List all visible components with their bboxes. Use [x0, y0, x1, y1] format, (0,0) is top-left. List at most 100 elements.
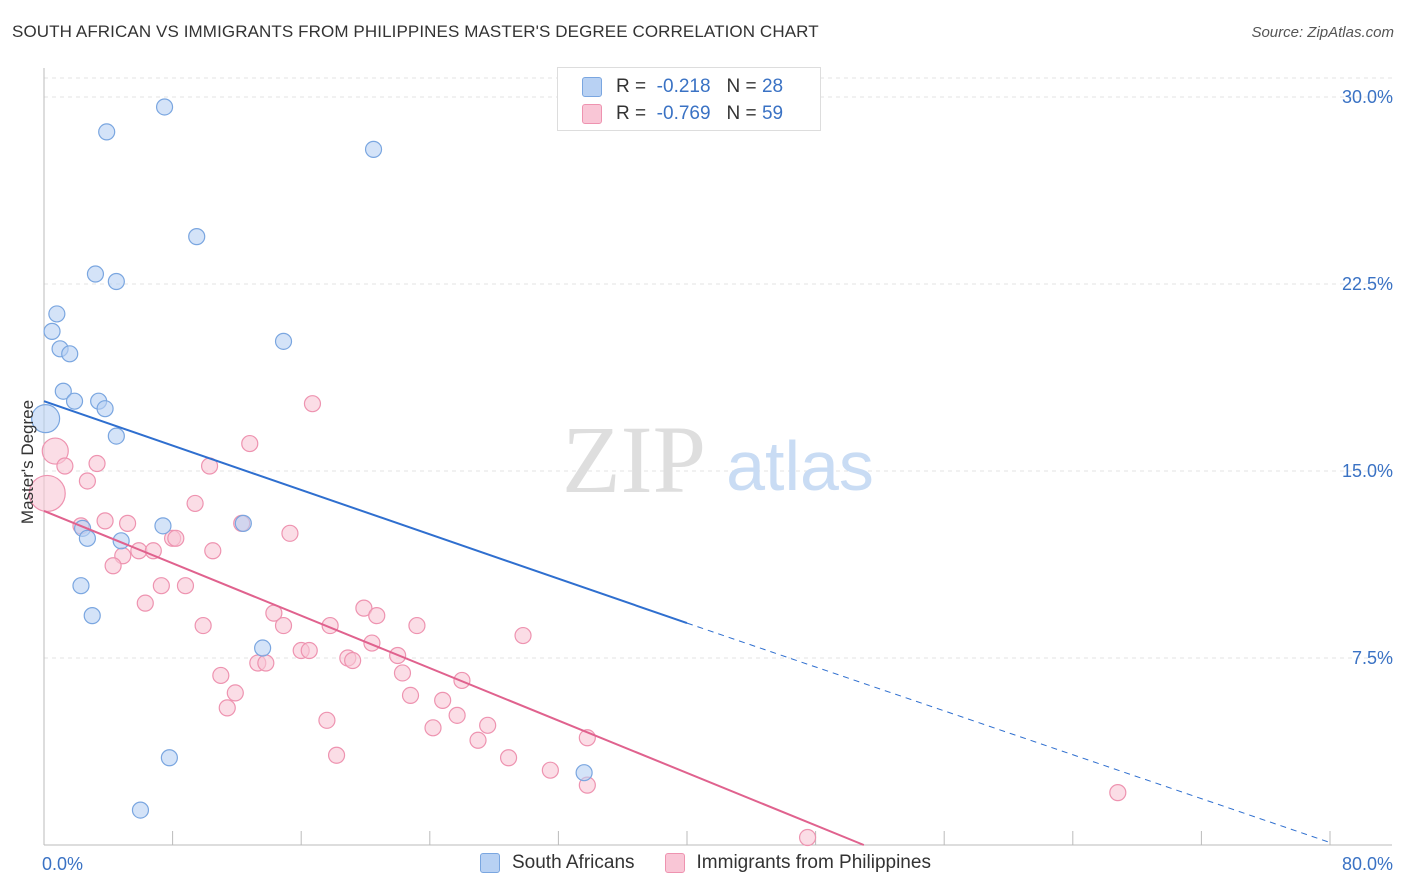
philippines-point-5 — [303, 395, 322, 413]
philippines-point-23 — [136, 594, 154, 612]
legend-item-south-africans[interactable]: South Africans — [480, 852, 635, 874]
philippines-point-45 — [434, 691, 452, 709]
south-africans-point-10 — [274, 332, 293, 350]
south-africans-point-21 — [234, 514, 252, 532]
philippines-point-48 — [318, 711, 336, 729]
philippines-point-2 — [56, 457, 74, 475]
philippines-point-29 — [408, 616, 426, 635]
philippines-point-43 — [226, 684, 244, 702]
south-africans-point-9 — [61, 345, 79, 363]
watermark: ZIP atlas — [562, 406, 874, 513]
legend-swatch-pink — [664, 853, 685, 873]
legend-label: Immigrants from Philippines — [696, 852, 931, 873]
y-axis-label: Master's Degree — [18, 399, 37, 525]
philippines-point-31 — [514, 626, 532, 645]
south-africans-point-12 — [65, 392, 84, 410]
south-africans-point-7 — [43, 322, 61, 340]
philippines-point-11 — [118, 514, 137, 532]
south-africans-point-0 — [155, 98, 174, 116]
legend-swatch-blue — [582, 77, 602, 97]
philippines-point-30 — [194, 616, 212, 635]
philippines-point-55 — [541, 761, 559, 779]
philippines-point-54 — [499, 749, 518, 767]
stats-legend: R = -0.218 N = 28 R = -0.769 N = 59 — [557, 67, 821, 131]
philippines-point-44 — [401, 686, 420, 705]
south-africans-point-4 — [86, 265, 105, 283]
philippines-point-20 — [204, 542, 222, 560]
stats-r-value: -0.218 — [656, 76, 711, 97]
stats-r-value: -0.769 — [656, 103, 711, 124]
x-tick-label-1: 80.0% — [1342, 854, 1393, 874]
tick-labels: 7.5% 15.0% 22.5% 30.0% 0.0% 80.0% — [42, 87, 1393, 874]
philippines-point-4 — [78, 472, 97, 490]
series-south-africans — [31, 98, 593, 819]
y-tick-label-1: 15.0% — [1342, 461, 1393, 481]
south-africans-point-6 — [48, 305, 66, 323]
philippines-point-46 — [218, 699, 236, 717]
philippines-point-39 — [344, 651, 362, 670]
philippines-point-1 — [41, 437, 69, 465]
philippines-point-41 — [393, 664, 412, 682]
south-africans-point-11 — [54, 382, 72, 400]
y-tick-label-3: 30.0% — [1342, 87, 1393, 107]
south-africans-point-15 — [31, 404, 61, 434]
stats-n-label: N = — [726, 103, 757, 124]
stats-r-label: R = — [616, 76, 647, 97]
grid-lines — [44, 77, 1392, 659]
south-africans-point-16 — [107, 427, 125, 445]
philippines-point-15 — [167, 529, 185, 547]
south-africans-point-14 — [96, 400, 114, 418]
philippines-point-34 — [300, 641, 318, 660]
legend-item-philippines[interactable]: Immigrants from Philippines — [664, 852, 931, 874]
stats-row-south-africans: R = -0.218 N = 28 — [582, 75, 783, 99]
y-tick-label-2: 22.5% — [1342, 274, 1393, 294]
trend-line-philippines — [43, 509, 865, 846]
philippines-point-49 — [479, 716, 497, 734]
legend-swatch-pink — [582, 104, 602, 124]
philippines-point-47 — [448, 706, 466, 724]
x-tick-label-0: 0.0% — [42, 854, 83, 874]
philippines-point-40 — [212, 666, 230, 685]
philippines-point-27 — [274, 616, 293, 635]
philippines-point-22 — [176, 577, 195, 595]
philippines-point-50 — [424, 719, 442, 737]
stats-n-label: N = — [726, 76, 757, 97]
south-africans-point-18 — [78, 529, 97, 547]
y-tick-label-0: 7.5% — [1352, 648, 1393, 668]
stats-r-label: R = — [616, 103, 647, 124]
south-africans-point-22 — [72, 577, 90, 595]
philippines-point-53 — [327, 746, 346, 764]
philippines-point-25 — [355, 599, 373, 617]
legend-label: South Africans — [512, 852, 635, 873]
trend-line-south-africans — [43, 400, 688, 625]
south-africans-point-2 — [364, 140, 383, 158]
philippines-point-58 — [798, 828, 817, 847]
philippines-point-8 — [186, 494, 204, 513]
source-label: Source: ZipAtlas.com — [1251, 24, 1394, 41]
philippines-point-38 — [257, 654, 275, 672]
south-africans-point-24 — [254, 639, 272, 657]
south-africans-point-25 — [160, 749, 178, 767]
watermark-atlas: atlas — [726, 427, 874, 505]
philippines-point-3 — [88, 454, 106, 473]
south-africans-point-26 — [131, 801, 150, 819]
axes — [43, 68, 1392, 846]
philippines-point-6 — [241, 434, 259, 453]
stats-n-value: 28 — [761, 76, 784, 97]
philippines-point-57 — [1109, 784, 1127, 802]
south-africans-point-1 — [98, 123, 116, 141]
watermark-zip: ZIP — [562, 406, 706, 513]
trend-lines — [43, 400, 1331, 846]
stats-row-philippines: R = -0.769 N = 59 — [582, 102, 783, 126]
philippines-point-13 — [281, 524, 299, 542]
south-africans-point-20 — [154, 517, 172, 535]
series-legend: South Africans Immigrants from Philippin… — [480, 852, 961, 874]
legend-swatch-blue — [480, 853, 500, 873]
philippines-point-26 — [368, 607, 386, 625]
philippines-point-51 — [469, 731, 487, 749]
south-africans-point-5 — [107, 272, 125, 291]
philippines-point-21 — [152, 577, 170, 595]
south-africans-point-3 — [188, 228, 206, 246]
stats-n-value: 59 — [761, 103, 784, 124]
